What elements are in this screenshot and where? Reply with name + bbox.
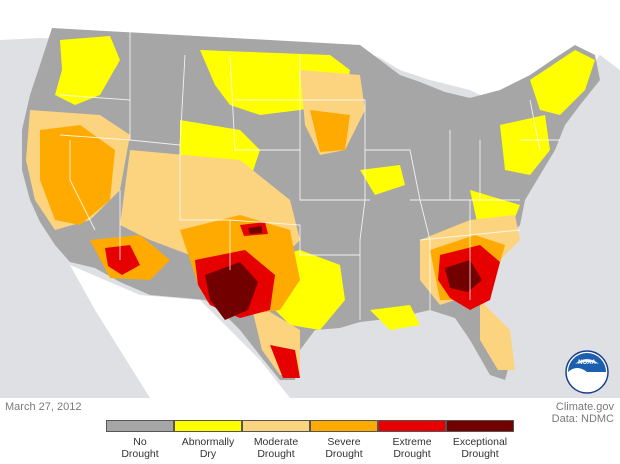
legend-label: Exceptional Drought [452,436,508,460]
credit-data: Data: NDMC [551,413,614,425]
legend-swatch [242,420,310,432]
legend-swatch [174,420,242,432]
legend-label: Extreme Drought [392,436,432,460]
legend: No Drought Abnormally Dry Moderate Drought… [106,420,516,464]
credit-source: Climate.gov [555,401,614,413]
state-borders [59,30,560,320]
legend-swatch [378,420,446,432]
legend-swatch [106,420,174,432]
legend-swatch [446,420,514,432]
canada-land [0,0,620,115]
exceptional-drought-areas [205,226,482,320]
us-drought-map-svg [0,0,620,398]
legend-swatch [310,420,378,432]
legend-label: Moderate Drought [253,436,299,460]
mexico-land [70,265,290,398]
legend-label: Severe Drought [325,436,363,460]
legend-label: No Drought [121,436,159,460]
noaa-logo: NOAA [565,350,609,394]
noaa-logo-text: NOAA [578,360,596,366]
map-date: March 27, 2012 [5,401,82,413]
drought-map: NOAA [0,0,620,398]
legend-label: Abnormally Dry [181,436,235,460]
